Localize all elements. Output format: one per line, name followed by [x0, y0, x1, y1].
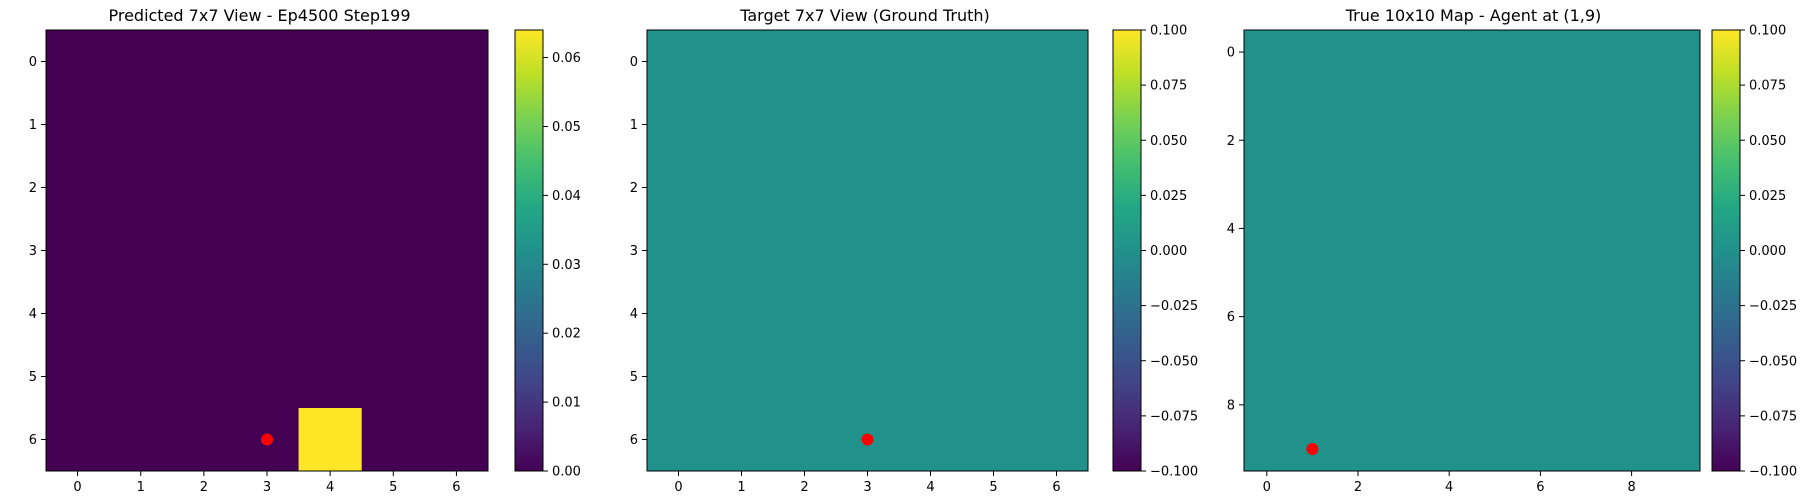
chart-title: Predicted 7x7 View - Ep4500 Step199 — [108, 6, 410, 25]
x-tick-label: 5 — [989, 480, 997, 495]
colorbar-tick-label: 0.000 — [1150, 244, 1187, 259]
x-tick-label: 1 — [137, 480, 145, 495]
x-tick-label: 1 — [737, 480, 745, 495]
x-tick-label: 2 — [200, 480, 208, 495]
panel-target-view: Target 7x7 View (Ground Truth) 0 1 2 3 4 5 6 0 1… — [630, 6, 1198, 495]
colorbar-tick-label: 0.02 — [552, 327, 581, 342]
y-tick-label: 8 — [1227, 398, 1235, 413]
x-tick-label: 4 — [926, 480, 934, 495]
x-tick-label: 0 — [73, 480, 81, 495]
x-tick-label: 3 — [263, 480, 271, 495]
y-tick-label: 6 — [630, 433, 638, 448]
x-tick-label: 4 — [1445, 480, 1453, 495]
heatmap-background — [647, 30, 1088, 471]
panel-true-map: True 10x10 Map - Agent at (1,9) 0 2 4 6 8 0 2 4… — [1227, 6, 1797, 495]
y-tick-label: 0 — [29, 55, 37, 70]
colorbar-tick-label: 0.025 — [1150, 189, 1187, 204]
colorbar-tick-label: −0.025 — [1150, 299, 1198, 314]
x-tick-label: 2 — [1354, 480, 1362, 495]
colorbar-tick-label: 0.06 — [552, 51, 581, 66]
colorbar-tick-label: 0.000 — [1749, 244, 1786, 259]
heatmap-background — [46, 30, 488, 471]
agent-marker — [261, 433, 273, 446]
colorbar-tick-label: −0.025 — [1749, 299, 1797, 314]
colorbar: 0.00 0.01 0.02 0.03 0.04 0.05 0.06 — [514, 29, 581, 480]
y-tick-label: 6 — [29, 433, 37, 448]
y-tick-label: 4 — [630, 307, 638, 322]
colorbar-tick-label: −0.075 — [1749, 409, 1797, 424]
heatmap-background — [1244, 30, 1700, 471]
colorbar-tick-label: −0.050 — [1749, 354, 1797, 369]
x-tick-label: 5 — [389, 480, 397, 495]
chart-title: Target 7x7 View (Ground Truth) — [739, 6, 990, 25]
agent-marker — [1306, 442, 1319, 455]
y-tick-label: 6 — [1227, 310, 1235, 325]
colorbar-tick-label: 0.100 — [1150, 24, 1187, 39]
colorbar-tick-label: 0.050 — [1150, 134, 1187, 149]
colorbar-tick-label: 0.075 — [1749, 79, 1786, 94]
y-tick-label: 4 — [1227, 222, 1235, 237]
y-tick-label: 1 — [630, 118, 638, 133]
x-tick-label: 6 — [1052, 480, 1060, 495]
chart-title: True 10x10 Map - Agent at (1,9) — [1345, 6, 1602, 25]
x-tick-label: 6 — [1536, 480, 1544, 495]
colorbar-tick-label: 0.04 — [552, 189, 581, 204]
panel-predicted-view: Predicted 7x7 View - Ep4500 Step199 0 1 2 3… — [29, 6, 581, 495]
colorbar-gradient — [515, 30, 543, 471]
y-tick-label: 2 — [29, 181, 37, 196]
x-tick-label: 6 — [452, 480, 460, 495]
x-tick-label: 4 — [326, 480, 334, 495]
x-tick-label: 8 — [1627, 480, 1635, 495]
colorbar-tick-label: −0.075 — [1150, 409, 1198, 424]
colorbar-tick-label: 0.025 — [1749, 189, 1786, 204]
colorbar-tick-label: 0.05 — [552, 120, 581, 135]
colorbar-tick-label: 0.050 — [1749, 134, 1786, 149]
y-tick-label: 4 — [29, 307, 37, 322]
y-tick-label: 5 — [29, 370, 37, 385]
colorbar-frame — [514, 29, 544, 472]
y-tick-label: 3 — [630, 244, 638, 259]
y-tick-label: 1 — [29, 118, 37, 133]
x-tick-label: 2 — [800, 480, 808, 495]
colorbar-gradient — [1113, 30, 1141, 471]
y-tick-label: 5 — [630, 370, 638, 385]
x-tick-label: 0 — [674, 480, 682, 495]
colorbar-tick-label: −0.100 — [1749, 465, 1797, 480]
colorbar-tick-label: −0.100 — [1150, 465, 1198, 480]
x-tick-label: 3 — [863, 480, 871, 495]
y-tick-label: 0 — [1227, 46, 1235, 61]
y-tick-label: 2 — [630, 181, 638, 196]
colorbar-tick-label: −0.050 — [1150, 354, 1198, 369]
colorbar-tick-label: 0.075 — [1150, 79, 1187, 94]
x-tick-label: 0 — [1263, 480, 1271, 495]
agent-marker — [861, 433, 874, 446]
colorbar: 0.100 0.075 0.050 0.025 0.000 −0.025 −0.050 −0.… — [1112, 24, 1198, 480]
y-tick-label: 0 — [630, 55, 638, 70]
colorbar: 0.100 0.075 0.050 0.025 0.000 −0.025 −0.050 −0.… — [1711, 24, 1797, 480]
colorbar-tick-label: 0.03 — [552, 258, 581, 273]
colorbar-gradient — [1712, 30, 1740, 471]
heatmap-cell — [298, 408, 362, 471]
y-tick-label: 3 — [29, 244, 37, 259]
colorbar-tick-label: 0.100 — [1749, 24, 1786, 39]
plot-frame — [1243, 29, 1701, 472]
colorbar-tick-label: 0.01 — [552, 396, 581, 411]
colorbar-tick-label: 0.00 — [552, 465, 581, 480]
y-tick-label: 2 — [1227, 134, 1235, 149]
